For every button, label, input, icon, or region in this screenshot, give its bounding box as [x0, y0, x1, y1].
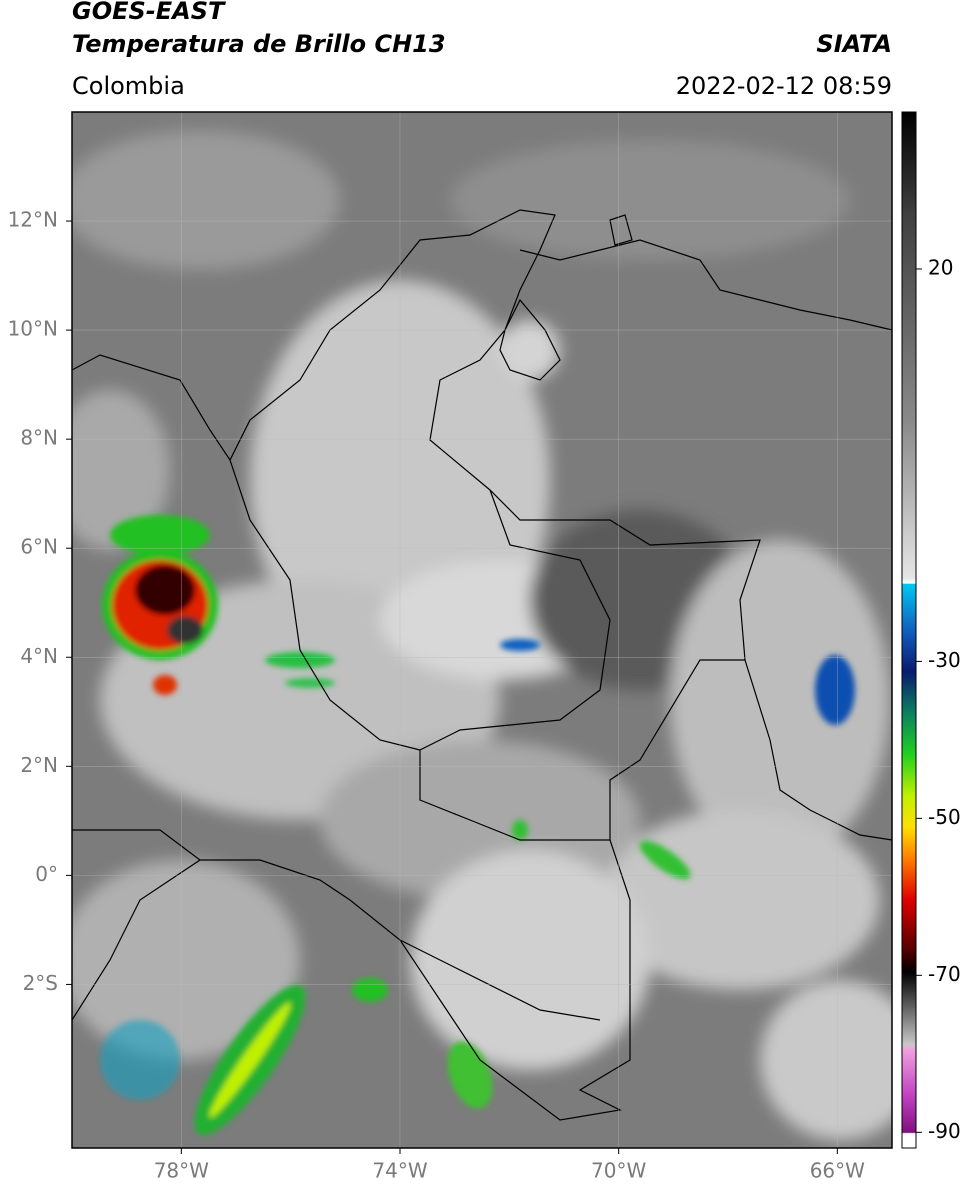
borders	[72, 209, 892, 1121]
colorbar-tick-label: -50	[928, 805, 961, 829]
lat-tick-label: 12°N	[8, 208, 58, 232]
lat-tick-label: 10°N	[8, 317, 58, 341]
satellite-image	[72, 112, 892, 1148]
lon-tick-label: 66°W	[810, 1159, 865, 1183]
map-frame	[71, 111, 893, 1149]
lat-tick-label: 0°	[35, 862, 58, 886]
lat-tick-label: 6°N	[20, 535, 58, 559]
lat-tick-label: 4°N	[20, 644, 58, 668]
lat-tick-label: 8°N	[20, 426, 58, 450]
colorbar-tick-label: -30	[928, 648, 961, 672]
colorbar	[901, 111, 917, 1149]
colorbar-tick-label: -70	[928, 962, 961, 986]
colorbar-tick-label: 20	[928, 255, 953, 279]
lat-tick-label: 2°S	[23, 971, 58, 995]
lat-tick-label: 2°N	[20, 753, 58, 777]
cold-cloud-tops	[100, 515, 855, 1136]
title-line2: Temperatura de Brillo CH13	[72, 30, 446, 58]
lon-tick-label: 74°W	[372, 1159, 427, 1183]
datetime: 2022-02-12 08:59	[676, 72, 892, 100]
lon-tick-label: 70°W	[591, 1159, 646, 1183]
graticule	[72, 112, 892, 1148]
colorbar-tick-label: -90	[928, 1119, 961, 1143]
source: SIATA	[816, 30, 892, 58]
lon-tick-label: 78°W	[154, 1159, 209, 1183]
region: Colombia	[72, 72, 185, 100]
title-line1: GOES-EAST	[72, 0, 226, 25]
